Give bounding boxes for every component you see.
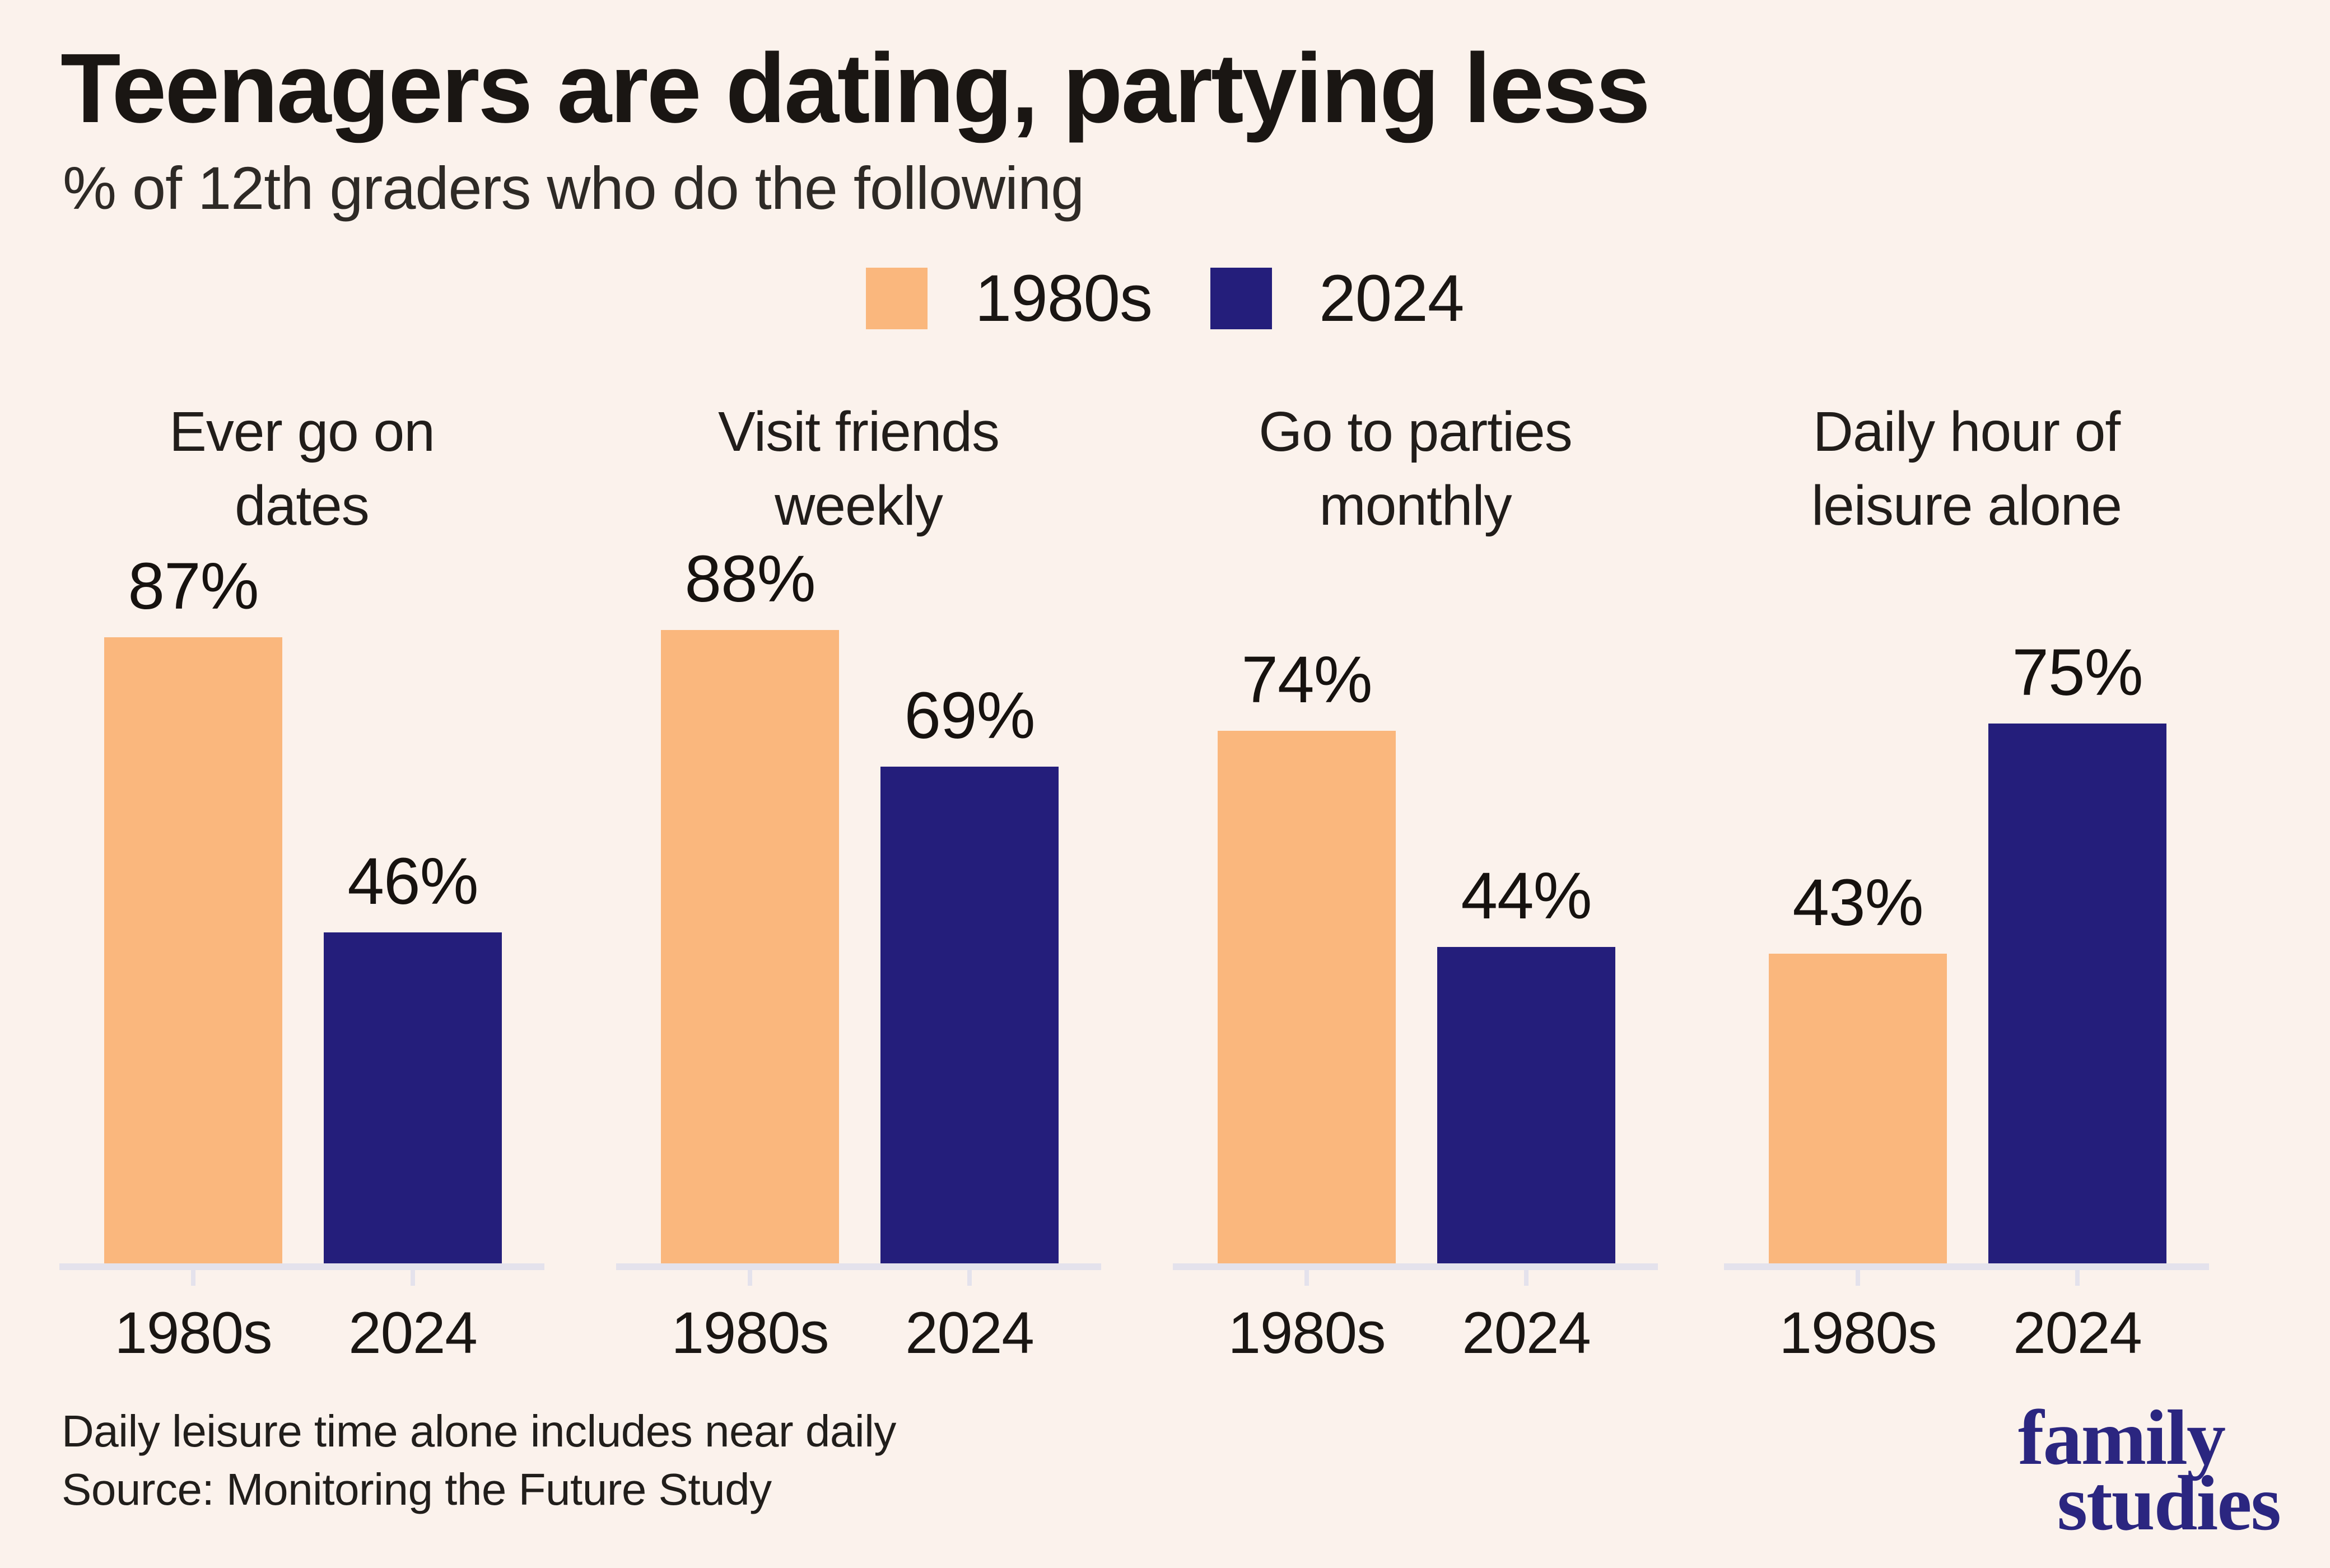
footnote-note: Daily leisure time alone includes near d… bbox=[62, 1406, 896, 1456]
bar-2024-daily-hour-of-leisure-alone bbox=[1988, 724, 2166, 1263]
axis-tick bbox=[967, 1270, 972, 1286]
legend-item-1980s: 1980s bbox=[866, 262, 1153, 335]
legend-label: 2024 bbox=[1319, 262, 1465, 335]
value-label: 44% bbox=[1461, 859, 1592, 933]
x-axis-label: 2024 bbox=[348, 1300, 478, 1366]
x-axis-label: 2024 bbox=[905, 1300, 1034, 1366]
legend-swatch-2024 bbox=[1210, 268, 1272, 329]
category-title: Ever go on dates bbox=[59, 395, 544, 543]
x-axis-line bbox=[1724, 1263, 2209, 1270]
axis-tick bbox=[1856, 1270, 1860, 1286]
x-axis-label: 1980s bbox=[1779, 1300, 1937, 1366]
x-axis-line bbox=[1173, 1263, 1658, 1270]
category-title-line: Visit friends bbox=[717, 400, 1000, 463]
bar-group-4: Daily hour of leisure alone 43% 1980s 75% 202… bbox=[1724, 0, 2209, 1568]
value-label: 46% bbox=[347, 844, 478, 918]
axis-tick bbox=[411, 1270, 415, 1286]
value-label: 87% bbox=[128, 549, 259, 623]
bar-2024-ever-go-on-dates bbox=[324, 932, 502, 1263]
axis-tick bbox=[748, 1270, 752, 1286]
category-title-line: Daily hour of bbox=[1812, 400, 2121, 463]
category-title-line: dates bbox=[235, 474, 370, 537]
chart-title: Teenagers are dating, partying less bbox=[60, 34, 1651, 143]
value-label: 88% bbox=[684, 542, 816, 616]
category-title-line: monthly bbox=[1319, 474, 1512, 537]
bar-1980s-ever-go-on-dates bbox=[104, 637, 282, 1263]
bar-1980s-daily-hour-of-leisure-alone bbox=[1769, 954, 1947, 1263]
value-label: 43% bbox=[1792, 866, 1923, 940]
x-axis-label: 1980s bbox=[1228, 1300, 1386, 1366]
category-title-line: leisure alone bbox=[1811, 474, 2122, 537]
category-title: Go to parties monthly bbox=[1173, 395, 1658, 543]
legend-swatch-1980s bbox=[866, 268, 928, 329]
bar-1980s-visit-friends-weekly bbox=[661, 630, 839, 1263]
legend-item-2024: 2024 bbox=[1210, 262, 1465, 335]
x-axis-label: 2024 bbox=[2013, 1300, 2142, 1366]
x-axis-line bbox=[616, 1263, 1101, 1270]
category-title-line: Go to parties bbox=[1259, 400, 1573, 463]
bar-2024-visit-friends-weekly bbox=[880, 767, 1059, 1263]
bar-group-2: Visit friends weekly 88% 1980s 69% 2024 bbox=[616, 0, 1101, 1568]
logo-studies-line: studies bbox=[2057, 1460, 2281, 1547]
x-axis-label: 1980s bbox=[114, 1300, 272, 1366]
legend: 1980s 2024 bbox=[0, 262, 2330, 335]
legend-label: 1980s bbox=[975, 262, 1153, 335]
category-title: Visit friends weekly bbox=[616, 395, 1101, 543]
axis-tick bbox=[2075, 1270, 2080, 1286]
bar-2024-go-to-parties-monthly bbox=[1437, 947, 1615, 1263]
value-label: 69% bbox=[904, 679, 1035, 753]
axis-tick bbox=[191, 1270, 195, 1286]
value-label: 75% bbox=[2012, 636, 2143, 710]
axis-tick bbox=[1304, 1270, 1309, 1286]
x-axis-line bbox=[59, 1263, 544, 1270]
bar-group-1: Ever go on dates 87% 1980s 46% 2024 bbox=[59, 0, 544, 1568]
category-title-line: Ever go on bbox=[169, 400, 435, 463]
x-axis-label: 2024 bbox=[1462, 1300, 1591, 1366]
bar-1980s-go-to-parties-monthly bbox=[1218, 731, 1396, 1263]
bar-group-3: Go to parties monthly 74% 1980s 44% 2024 bbox=[1173, 0, 1658, 1568]
footnote-source: Source: Monitoring the Future Study bbox=[62, 1464, 772, 1514]
category-title: Daily hour of leisure alone bbox=[1724, 395, 2209, 543]
axis-tick bbox=[1524, 1270, 1529, 1286]
logo-family-line: family bbox=[2017, 1394, 2226, 1481]
chart-subtitle: % of 12th graders who do the following bbox=[63, 154, 1084, 222]
category-title-line: weekly bbox=[775, 474, 943, 537]
x-axis-label: 1980s bbox=[671, 1300, 829, 1366]
value-label: 74% bbox=[1241, 643, 1372, 717]
footnotes: Daily leisure time alone includes near d… bbox=[62, 1402, 896, 1519]
